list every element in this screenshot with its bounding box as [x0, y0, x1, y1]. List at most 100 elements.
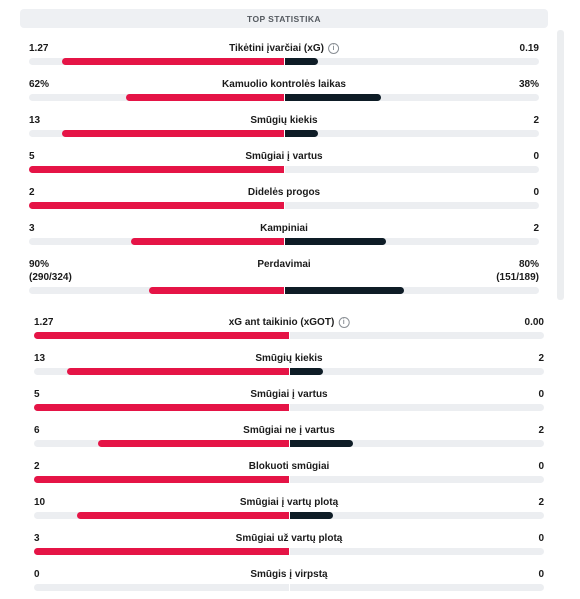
away-bar-track — [289, 368, 544, 375]
stat-labels: 5 Smūgiai į vartus 0 — [34, 389, 544, 403]
stat-row-smugiai-ne-i-vartus: 6 Smūgiai ne į vartus 2 — [34, 425, 544, 455]
away-sub-value: (151/189) — [496, 272, 539, 283]
home-bar-fill — [77, 512, 289, 519]
comparison-bar — [29, 94, 539, 101]
stat-name: Smūgiai į vartus — [250, 389, 327, 400]
comparison-bar — [29, 287, 539, 294]
info-icon[interactable]: i — [327, 43, 339, 54]
stat-name-text: Kamuolio kontrolės laikas — [222, 79, 346, 90]
stat-name-text: Smūgiai į vartų plotą — [239, 497, 339, 508]
stat-row-smugis-i-virpsta: 0 Smūgis į virpstą 0 — [34, 569, 544, 599]
home-bar-fill — [34, 404, 289, 411]
stat-name: Smūgiai į vartų plotą — [240, 497, 338, 508]
stat-labels: 3 Kampiniai 2 — [29, 223, 539, 237]
home-bar-track — [34, 476, 289, 483]
home-bar-fill — [62, 58, 284, 65]
away-value: 0 — [533, 187, 539, 198]
home-sub-value: (290/324) — [29, 272, 72, 283]
home-value: 5 — [29, 151, 35, 162]
home-bar-track — [29, 166, 284, 173]
stat-labels: 62% Kamuolio kontrolės laikas 38% — [29, 79, 539, 93]
home-bar-fill — [67, 368, 289, 375]
home-bar-track — [34, 332, 289, 339]
comparison-bar — [34, 368, 544, 375]
home-bar-fill — [148, 287, 284, 294]
info-icon[interactable]: i — [338, 317, 350, 328]
away-value: 0 — [538, 461, 544, 472]
comparison-bar — [29, 238, 539, 245]
home-value: 3 — [34, 533, 40, 544]
stat-labels: 2 Didelės progos 0 — [29, 187, 539, 201]
stat-name-text: xG ant taikinio (xGOT) — [228, 317, 335, 328]
home-value: 90% — [29, 259, 50, 270]
stat-row-dideles-progos: 2 Didelės progos 0 — [29, 187, 539, 217]
comparison-bar — [34, 476, 544, 483]
stat-row-kampiniai: 3 Kampiniai 2 — [29, 223, 539, 253]
away-value: 2 — [538, 497, 544, 508]
away-value: 80% — [518, 259, 539, 270]
away-bar-track — [284, 287, 539, 294]
away-value: 0.19 — [519, 43, 539, 54]
home-value: 2 — [34, 461, 40, 472]
stat-name: Perdavimai — [257, 259, 310, 270]
away-value: 0 — [538, 569, 544, 580]
away-value: 2 — [533, 115, 539, 126]
home-value: 6 — [34, 425, 40, 436]
stat-labels: 3 Smūgiai už vartų plotą 0 — [34, 533, 544, 547]
stat-labels: 1.27 xG ant taikinio (xGOT) i 0.00 — [34, 317, 544, 331]
stat-name: Didelės progos — [248, 187, 320, 198]
stat-name: xG ant taikinio (xGOT) i — [229, 317, 350, 328]
away-bar-track — [284, 58, 539, 65]
home-bar-fill — [34, 476, 289, 483]
away-bar-track — [289, 584, 544, 591]
stat-name-text: Smūgiai į vartus — [245, 151, 323, 162]
stat-row-kamuolio-kontroles-laikas: 62% Kamuolio kontrolės laikas 38% — [29, 79, 539, 109]
stat-row-xg-ant-taikinio-xgot: 1.27 xG ant taikinio (xGOT) i 0.00 — [34, 317, 544, 347]
away-bar-track — [289, 476, 544, 483]
away-bar-track — [284, 202, 539, 209]
stat-row-smugiu-kiekis: 13 Smūgių kiekis 2 — [29, 115, 539, 145]
stat-row-tiketini-ivarciai-xg: 1.27 Tikėtini įvarčiai (xG) i 0.19 — [29, 43, 539, 73]
comparison-bar — [34, 584, 544, 591]
stat-row-smugiai-uz-vartu-plota: 3 Smūgiai už vartų plotą 0 — [34, 533, 544, 563]
home-bar-track — [29, 202, 284, 209]
stat-name-text: Kampiniai — [260, 223, 308, 234]
away-bar-track — [289, 332, 544, 339]
away-bar-fill — [289, 368, 323, 375]
shot-stats-group: 1.27 xG ant taikinio (xGOT) i 0.00 13 Smūgių … — [34, 317, 544, 591]
comparison-bar — [34, 548, 544, 555]
home-value: 10 — [34, 497, 46, 508]
stat-name: Smūgiai į vartus — [245, 151, 322, 162]
home-bar-track — [34, 584, 289, 591]
home-bar-track — [29, 58, 284, 65]
stat-row-blokuoti-smugiai: 2 Blokuoti smūgiai 0 — [34, 461, 544, 491]
scrollbar[interactable] — [557, 30, 564, 300]
stat-labels: 2 Blokuoti smūgiai 0 — [34, 461, 544, 475]
home-value: 1.27 — [34, 317, 54, 328]
comparison-bar — [34, 404, 544, 411]
home-bar-fill — [29, 166, 284, 173]
home-value: 13 — [29, 115, 41, 126]
home-bar-track — [29, 238, 284, 245]
stat-name-text: Smūgis į virpstą — [250, 569, 328, 580]
stat-name-text: Blokuoti smūgiai — [248, 461, 330, 472]
home-value: 62% — [29, 79, 50, 90]
stat-labels: 0 Smūgis į virpstą 0 — [34, 569, 544, 583]
home-bar-track — [34, 512, 289, 519]
stat-name-text: Smūgių kiekis — [255, 353, 323, 364]
stat-name: Tikėtini įvarčiai (xG) i — [229, 43, 339, 54]
home-bar-fill — [62, 130, 284, 137]
away-bar-fill — [289, 440, 354, 447]
home-bar-track — [29, 94, 284, 101]
home-value: 2 — [29, 187, 35, 198]
section-title: TOP STATISTIKA — [247, 13, 321, 24]
away-bar-track — [289, 440, 544, 447]
home-bar-fill — [29, 202, 284, 209]
stat-name: Smūgis į virpstą — [250, 569, 327, 580]
stat-row-smugiu-kiekis: 13 Smūgių kiekis 2 — [34, 353, 544, 383]
away-bar-track — [289, 548, 544, 555]
stat-name-text: Smūgiai ne į vartus — [243, 425, 335, 436]
away-bar-fill — [284, 130, 318, 137]
stat-labels: 10 Smūgiai į vartų plotą 2 — [34, 497, 544, 511]
away-value: 2 — [538, 425, 544, 436]
